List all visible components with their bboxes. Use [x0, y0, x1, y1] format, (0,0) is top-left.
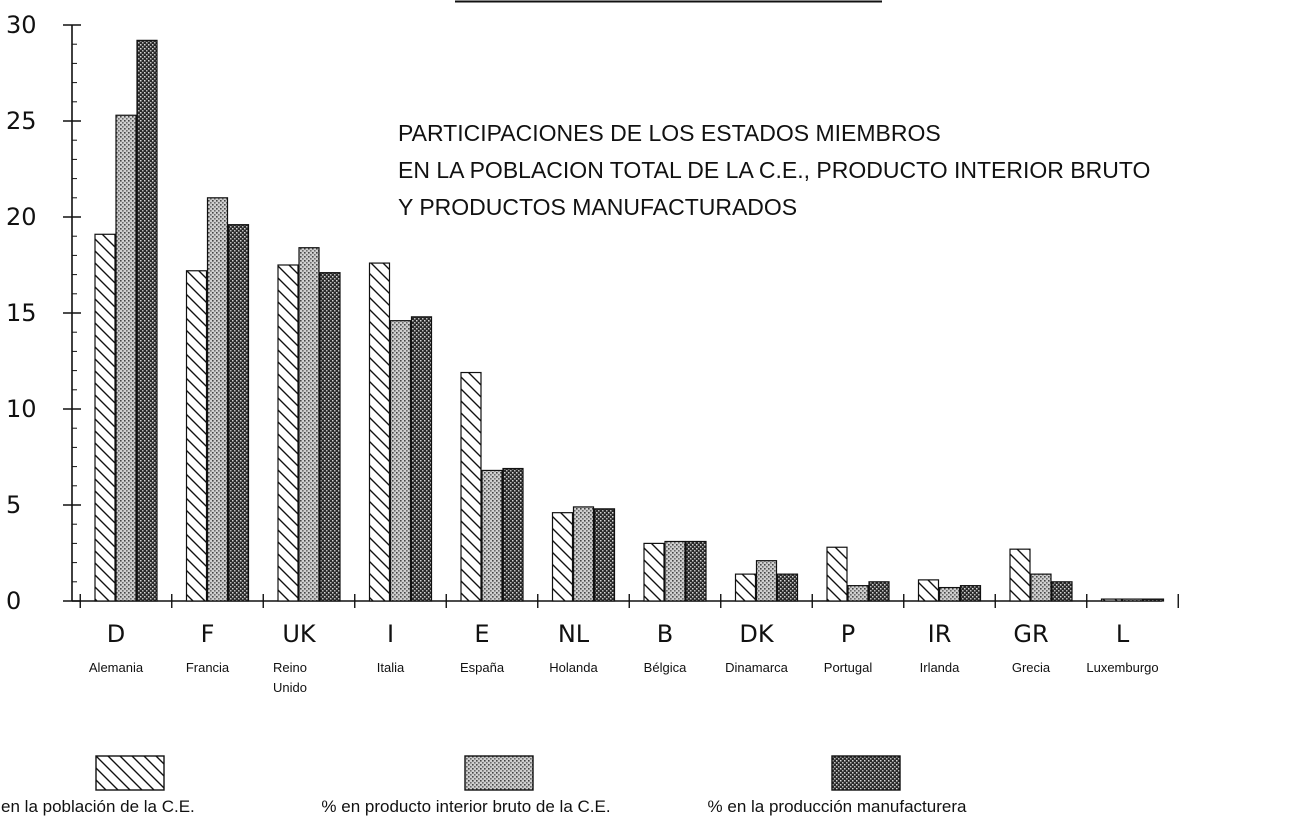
category-code: B: [657, 620, 673, 648]
category-code: I: [387, 620, 394, 648]
legend-label: % en producto interior bruto de la C.E.: [321, 797, 610, 816]
chart-title-line: EN LA POBLACION TOTAL DE LA C.E., PRODUC…: [398, 157, 1150, 183]
legend-label: % en la producción manufacturera: [708, 797, 967, 816]
bars: [94, 39, 1165, 602]
bar-i-series-1: [368, 262, 391, 602]
bar-gr-series-1: [1009, 548, 1031, 602]
category-code: P: [841, 620, 855, 648]
bar-nl-series-2: [572, 506, 595, 602]
bar-ir-series-1: [917, 579, 940, 602]
category-labels: D Alemania F Francia UK Reino Unido I Italia E Esp…: [89, 620, 1159, 695]
bar-uk-series-1: [277, 264, 299, 602]
bar-i-series-2: [389, 320, 412, 602]
axes: 0 5 10 15 20 25 30: [6, 11, 1179, 615]
bar-i-series-3: [410, 316, 433, 602]
bar-e-series-3: [502, 467, 524, 602]
chart-title: PARTICIPACIONES DE LOS ESTADOS MIEMBROS E…: [398, 120, 1150, 220]
category-name: Alemania: [89, 660, 144, 675]
y-tick-label: 5: [6, 491, 21, 519]
bar-uk-series-2: [298, 247, 320, 602]
bar-b-series-3: [685, 540, 707, 602]
y-tick-label: 0: [6, 587, 21, 615]
bar-nl-series-3: [593, 508, 616, 602]
bar-gr-series-3: [1051, 581, 1073, 602]
bar-dk-series-1: [734, 573, 757, 602]
category-code: D: [107, 620, 125, 648]
category-name: Grecia: [1012, 660, 1051, 675]
bar-dk-series-2: [755, 560, 778, 602]
category-code: GR: [1013, 620, 1048, 648]
category-code: NL: [558, 620, 590, 648]
category-name: Unido: [273, 680, 307, 695]
bar-l-series-3: [1142, 598, 1165, 602]
y-tick-label: 30: [6, 11, 37, 39]
y-tick-label: 15: [6, 299, 37, 327]
bar-e-series-1: [460, 371, 482, 602]
category-name: Italia: [377, 660, 405, 675]
bar-f-series-2: [206, 197, 229, 602]
y-tick-label: 25: [6, 107, 37, 135]
category-name: Francia: [186, 660, 230, 675]
category-code: IR: [928, 620, 952, 648]
category-name: Dinamarca: [725, 660, 789, 675]
bar-p-series-2: [847, 585, 869, 602]
bar-d-series-1: [94, 233, 116, 602]
bar-l-series-1: [1100, 598, 1123, 602]
category-name: España: [460, 660, 505, 675]
legend-label: % en la población de la C.E.: [0, 797, 195, 816]
legend-swatch-3: [831, 755, 901, 791]
category-name: Irlanda: [920, 660, 961, 675]
bar-uk-series-3: [319, 272, 341, 602]
chart-title-line: Y PRODUCTOS MANUFACTURADOS: [398, 194, 797, 220]
y-tick-label: 20: [6, 203, 37, 231]
category-code: E: [474, 620, 489, 648]
category-code: F: [201, 620, 215, 648]
legend-swatch-1: [95, 755, 165, 791]
bar-d-series-2: [115, 114, 137, 602]
category-code: UK: [282, 620, 317, 648]
y-tick-label: 10: [6, 395, 37, 423]
bar-dk-series-3: [776, 573, 799, 602]
category-code: L: [1116, 620, 1130, 648]
bar-f-series-3: [227, 224, 250, 602]
category-name: Bélgica: [644, 660, 687, 675]
category-name: Luxemburgo: [1086, 660, 1158, 675]
bar-b-series-1: [643, 542, 665, 602]
category-name: Portugal: [824, 660, 873, 675]
legend: % en la población de la C.E. % en product…: [0, 755, 967, 816]
bar-ir-series-3: [959, 585, 982, 602]
bar-nl-series-1: [551, 512, 574, 602]
category-code: DK: [739, 620, 774, 648]
bar-gr-series-2: [1030, 573, 1052, 602]
bar-p-series-1: [826, 546, 848, 602]
bar-b-series-2: [664, 540, 686, 602]
bar-d-series-3: [136, 39, 158, 602]
bar-ir-series-2: [938, 586, 961, 602]
category-name: Holanda: [549, 660, 598, 675]
chart-title-line: PARTICIPACIONES DE LOS ESTADOS MIEMBROS: [398, 120, 941, 146]
bar-e-series-2: [481, 469, 503, 602]
category-name: Reino: [273, 660, 307, 675]
legend-swatch-2: [464, 755, 534, 791]
bar-f-series-1: [185, 270, 208, 602]
bar-l-series-2: [1121, 598, 1144, 602]
bar-p-series-3: [868, 581, 890, 602]
